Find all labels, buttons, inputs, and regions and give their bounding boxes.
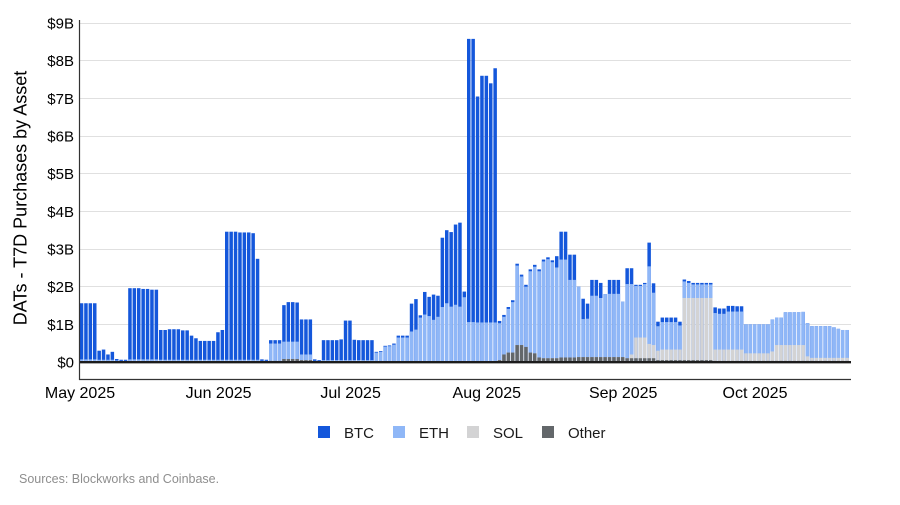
svg-text:Sep 2025: Sep 2025 xyxy=(589,385,658,402)
svg-text:$8B: $8B xyxy=(47,53,74,70)
svg-text:Other: Other xyxy=(568,425,606,442)
svg-text:$2B: $2B xyxy=(47,279,74,296)
svg-text:$5B: $5B xyxy=(47,166,74,183)
svg-text:$1B: $1B xyxy=(47,317,74,334)
svg-text:Oct 2025: Oct 2025 xyxy=(723,385,788,402)
svg-text:BTC: BTC xyxy=(344,425,374,442)
svg-text:SOL: SOL xyxy=(493,425,523,442)
svg-text:ETH: ETH xyxy=(419,425,449,442)
svg-text:$6B: $6B xyxy=(47,129,74,146)
svg-text:Jul 2025: Jul 2025 xyxy=(320,385,381,402)
svg-text:Aug 2025: Aug 2025 xyxy=(453,385,522,402)
svg-text:Jun 2025: Jun 2025 xyxy=(186,385,252,402)
svg-text:$9B: $9B xyxy=(47,16,74,33)
svg-text:DATs - T7D Purchases by Asset: DATs - T7D Purchases by Asset xyxy=(11,71,31,325)
svg-text:Sources: Blockworks and Coinba: Sources: Blockworks and Coinbase. xyxy=(19,472,219,486)
svg-text:$0: $0 xyxy=(57,355,74,372)
svg-text:$7B: $7B xyxy=(47,91,74,108)
svg-text:May 2025: May 2025 xyxy=(45,385,115,402)
svg-text:$4B: $4B xyxy=(47,204,74,221)
svg-text:$3B: $3B xyxy=(47,242,74,259)
